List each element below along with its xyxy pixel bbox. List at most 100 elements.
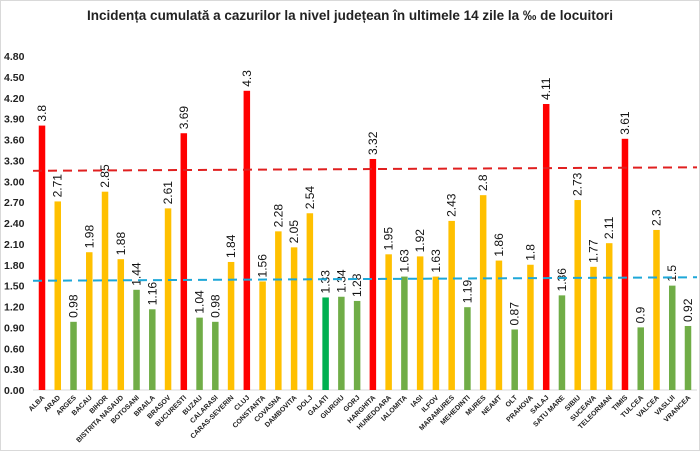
data-label: 3.8	[35, 105, 49, 122]
data-label: 2.3	[649, 209, 663, 226]
bar-suceava	[590, 266, 597, 390]
data-label: 1.95	[382, 227, 396, 251]
bar-arges	[70, 321, 77, 390]
y-tick-label: 0.90	[4, 322, 25, 334]
bar-maramures	[448, 220, 455, 390]
data-label: 1.16	[145, 282, 159, 306]
data-label: 1.84	[224, 234, 238, 258]
data-label: 0.92	[681, 298, 695, 322]
data-label: 4.3	[240, 70, 254, 87]
bar-harghita	[369, 158, 377, 390]
data-label: 2.73	[571, 172, 585, 196]
y-tick-label: 0.60	[4, 343, 25, 355]
upper-threshold-line	[32, 166, 698, 172]
data-label: 1.92	[413, 229, 427, 253]
y-tick-label: 1.50	[4, 281, 25, 293]
data-label: 1.28	[350, 273, 364, 297]
y-tick-label: 3.00	[4, 176, 25, 188]
bar-calarasi	[212, 321, 219, 390]
chart-title: Incidența cumulată a cazurilor la nivel …	[87, 8, 613, 23]
bar-bistrita-nasaud	[117, 259, 125, 390]
data-label: 2.61	[161, 181, 175, 205]
bar-sibiu	[574, 200, 581, 390]
data-label: 2.71	[51, 174, 65, 198]
data-label: 2.28	[271, 204, 285, 228]
bar-ilfov	[432, 276, 440, 390]
data-label: 1.44	[130, 262, 144, 286]
data-label: 1.36	[555, 268, 569, 292]
bar-gorj	[353, 300, 361, 390]
data-label: 1.04	[193, 290, 207, 314]
data-label: 0.9	[634, 306, 648, 323]
bar-valcea	[653, 229, 660, 390]
data-label: 1.77	[586, 239, 600, 263]
data-label: 2.8	[476, 174, 490, 191]
bar-timis	[621, 138, 629, 390]
data-label: 2.85	[98, 164, 112, 188]
y-tick-label: 1.20	[4, 302, 25, 314]
bar-dambovita	[290, 247, 298, 390]
bar-braila	[149, 309, 156, 390]
bar-prahova	[527, 264, 534, 390]
bar-mures	[479, 195, 487, 390]
y-tick-label: 2.10	[4, 239, 25, 251]
data-label: 4.11	[539, 77, 553, 100]
data-label: 0.98	[208, 294, 222, 318]
data-label: 3.69	[177, 106, 191, 130]
data-label: 1.63	[429, 249, 443, 273]
bar-cluj	[243, 90, 251, 391]
bar-iasi	[416, 256, 424, 390]
bar-buzau	[196, 317, 203, 390]
bar-vrancea	[684, 325, 692, 390]
data-label: 1.98	[82, 225, 96, 249]
bar-botosani	[133, 289, 140, 390]
y-tick-label: 2.40	[4, 218, 25, 230]
y-tick-label: 3.90	[4, 114, 25, 126]
bar-bacau	[86, 252, 93, 390]
data-label: 1.33	[319, 270, 333, 294]
bar-constanta	[259, 281, 266, 390]
bar-teleorman	[605, 243, 613, 390]
bar-covasna	[275, 231, 282, 390]
bar-mehedinti	[464, 307, 471, 390]
data-label: 1.8	[523, 244, 537, 261]
bar-ialomita	[401, 276, 408, 390]
data-label: 1.34	[334, 269, 348, 293]
bar-caras-severin	[227, 261, 235, 390]
y-tick-label: 3.30	[4, 155, 25, 167]
bar-salaj	[542, 104, 550, 390]
lower-threshold-line	[32, 276, 698, 282]
data-label: 1.86	[492, 233, 506, 257]
data-label: 3.32	[366, 131, 380, 155]
data-label: 3.61	[618, 111, 632, 135]
data-label: 1.5	[665, 265, 679, 282]
bar-dolj	[306, 213, 314, 390]
y-tick-label: 2.70	[4, 197, 25, 209]
bar-galati	[322, 297, 329, 390]
y-tick-label: 0.00	[4, 385, 25, 397]
data-label: 1.19	[460, 280, 474, 304]
y-tick-label: 3.60	[4, 135, 25, 147]
data-label: 2.43	[445, 193, 459, 217]
bar-bihor	[101, 191, 109, 390]
bar-bucuresti	[180, 133, 188, 391]
bar-giurgiu	[338, 296, 345, 390]
bar-hunedoara	[385, 254, 392, 390]
bar-arad	[54, 201, 62, 390]
y-tick-label: 4.50	[4, 72, 25, 84]
y-tick-label: 4.20	[4, 93, 25, 105]
data-label: 1.63	[397, 249, 411, 273]
data-label: 2.54	[303, 186, 317, 210]
bar-vaslui	[668, 285, 676, 390]
bar-olt	[511, 329, 518, 390]
y-tick-label: 0.30	[4, 364, 25, 376]
data-label: 2.05	[287, 220, 301, 244]
bar-brasov	[164, 208, 172, 390]
bar-alba	[38, 125, 46, 390]
data-label: 0.98	[67, 294, 81, 318]
y-tick-label: 4.80	[4, 51, 25, 63]
bar-satu-mare	[558, 295, 566, 390]
bar-neamt	[495, 260, 503, 390]
data-label: 0.87	[508, 302, 522, 326]
